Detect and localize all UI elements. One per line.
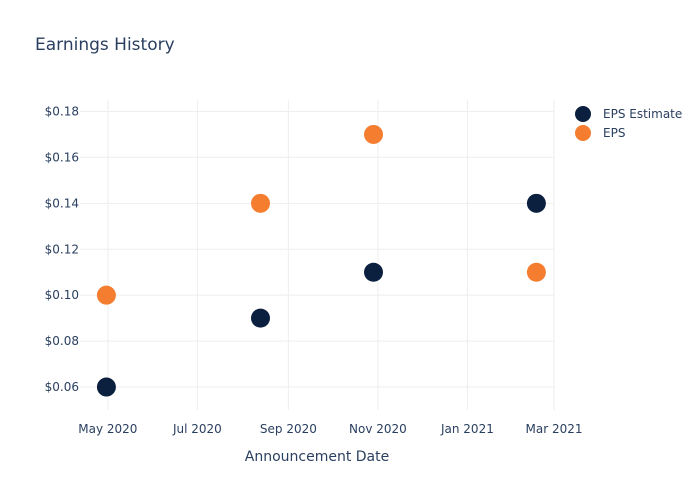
eps-point[interactable] — [96, 285, 116, 305]
y-tick-label: $0.16 — [45, 150, 79, 164]
legend-item-eps-estimate[interactable]: EPS Estimate — [575, 106, 682, 122]
y-tick-label: $0.18 — [45, 104, 79, 118]
legend-marker-eps — [575, 125, 591, 141]
y-tick-label: $0.14 — [45, 196, 79, 210]
y-axis-ticks: $0.06 $0.08 $0.10 $0.12 $0.14 $0.16 $0.18 — [45, 104, 79, 394]
x-tick-label: Mar 2021 — [526, 422, 583, 436]
y-tick-label: $0.08 — [45, 334, 79, 348]
y-tick-label: $0.06 — [45, 380, 79, 394]
x-tick-label: Jan 2021 — [440, 422, 494, 436]
x-tick-label: May 2020 — [78, 422, 137, 436]
eps-point[interactable] — [363, 124, 383, 144]
y-tick-label: $0.10 — [45, 288, 79, 302]
x-axis-ticks: May 2020 Jul 2020 Sep 2020 Nov 2020 Jan 2021… — [78, 422, 582, 436]
y-tick-label: $0.12 — [45, 242, 79, 256]
legend-label: EPS — [603, 126, 625, 140]
legend[interactable]: EPS Estimate EPS — [575, 106, 682, 141]
eps-estimate-point[interactable] — [363, 262, 383, 282]
grid-lines — [80, 100, 555, 410]
legend-item-eps[interactable]: EPS — [575, 125, 625, 141]
x-tick-label: Sep 2020 — [260, 422, 317, 436]
eps-point[interactable] — [526, 262, 546, 282]
eps-estimate-point[interactable] — [96, 377, 116, 397]
x-axis-title: Announcement Date — [245, 449, 389, 465]
eps-estimate-point[interactable] — [251, 308, 271, 328]
legend-label: EPS Estimate — [603, 107, 682, 121]
x-tick-label: Jul 2020 — [172, 422, 222, 436]
legend-marker-eps-estimate — [575, 106, 591, 122]
eps-estimate-point[interactable] — [526, 193, 546, 213]
x-tick-label: Nov 2020 — [349, 422, 407, 436]
data-points — [96, 124, 546, 397]
eps-point[interactable] — [251, 193, 271, 213]
chart-title: Earnings History — [35, 35, 175, 55]
